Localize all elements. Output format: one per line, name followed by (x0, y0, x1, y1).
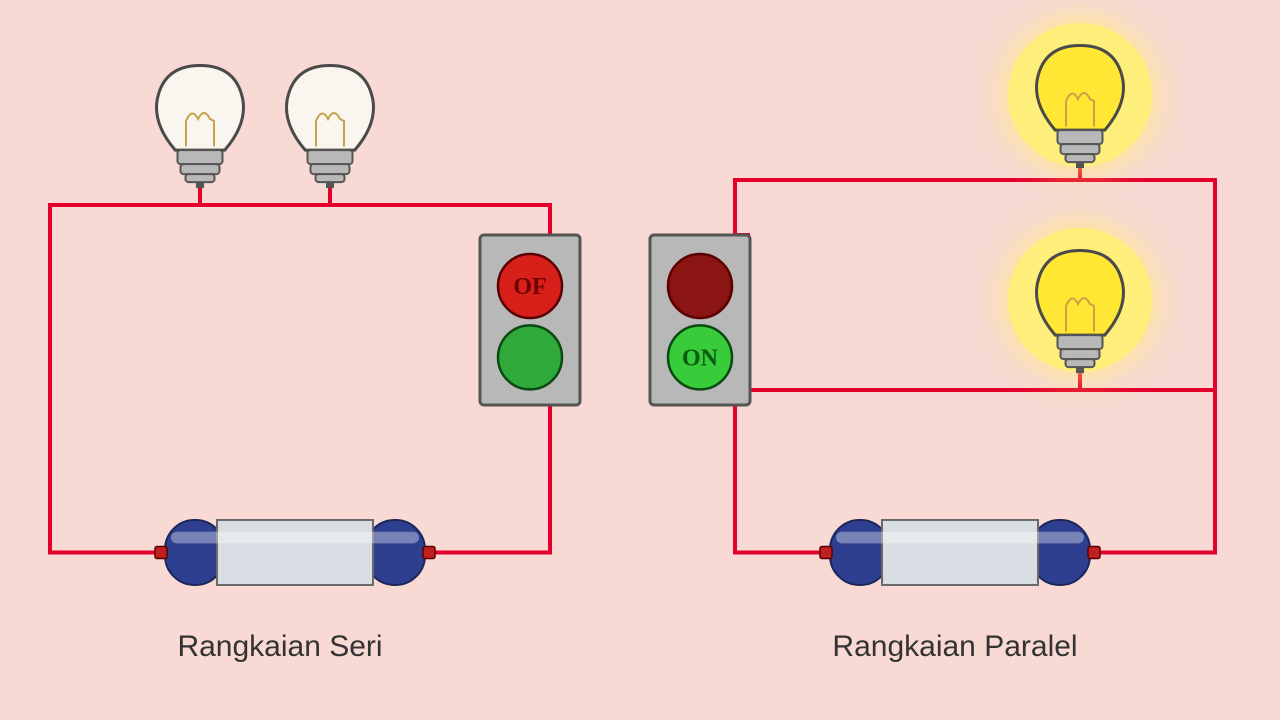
wire (735, 168, 1080, 235)
wire (200, 188, 330, 205)
bulb-off-icon (157, 66, 244, 189)
switch-on-light (498, 325, 562, 389)
circuit-diagram: OF ON Rangkaian Seri Rangkaian Paralel (0, 0, 1280, 720)
wire (735, 405, 820, 553)
wire (435, 405, 550, 553)
switch-off-light (668, 254, 732, 318)
bulb-on-icon (1008, 228, 1152, 373)
parallel-circuit-label: Rangkaian Paralel (775, 630, 1135, 664)
bulb-on-icon (1008, 23, 1152, 168)
series-circuit-label: Rangkaian Seri (130, 630, 430, 664)
switch-panel: ON (650, 235, 750, 405)
diagram-svg: OF ON (0, 0, 1280, 720)
wire (1100, 390, 1215, 553)
battery (155, 520, 435, 585)
switch-off-label: OF (513, 274, 546, 300)
switch-on-label: ON (682, 345, 719, 371)
wire (50, 188, 200, 552)
battery (820, 520, 1100, 585)
switch-panel: OF (480, 235, 580, 405)
wire (330, 188, 550, 235)
bulb-off-icon (287, 66, 374, 189)
